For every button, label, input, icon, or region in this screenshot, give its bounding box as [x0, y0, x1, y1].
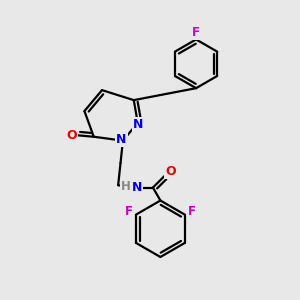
Text: N: N — [132, 181, 142, 194]
Text: N: N — [116, 133, 127, 146]
Text: O: O — [166, 165, 176, 178]
Text: N: N — [133, 118, 143, 131]
Text: F: F — [188, 205, 196, 218]
Text: H: H — [121, 181, 131, 194]
Text: F: F — [192, 26, 200, 39]
Text: O: O — [66, 129, 77, 142]
Text: F: F — [124, 205, 133, 218]
